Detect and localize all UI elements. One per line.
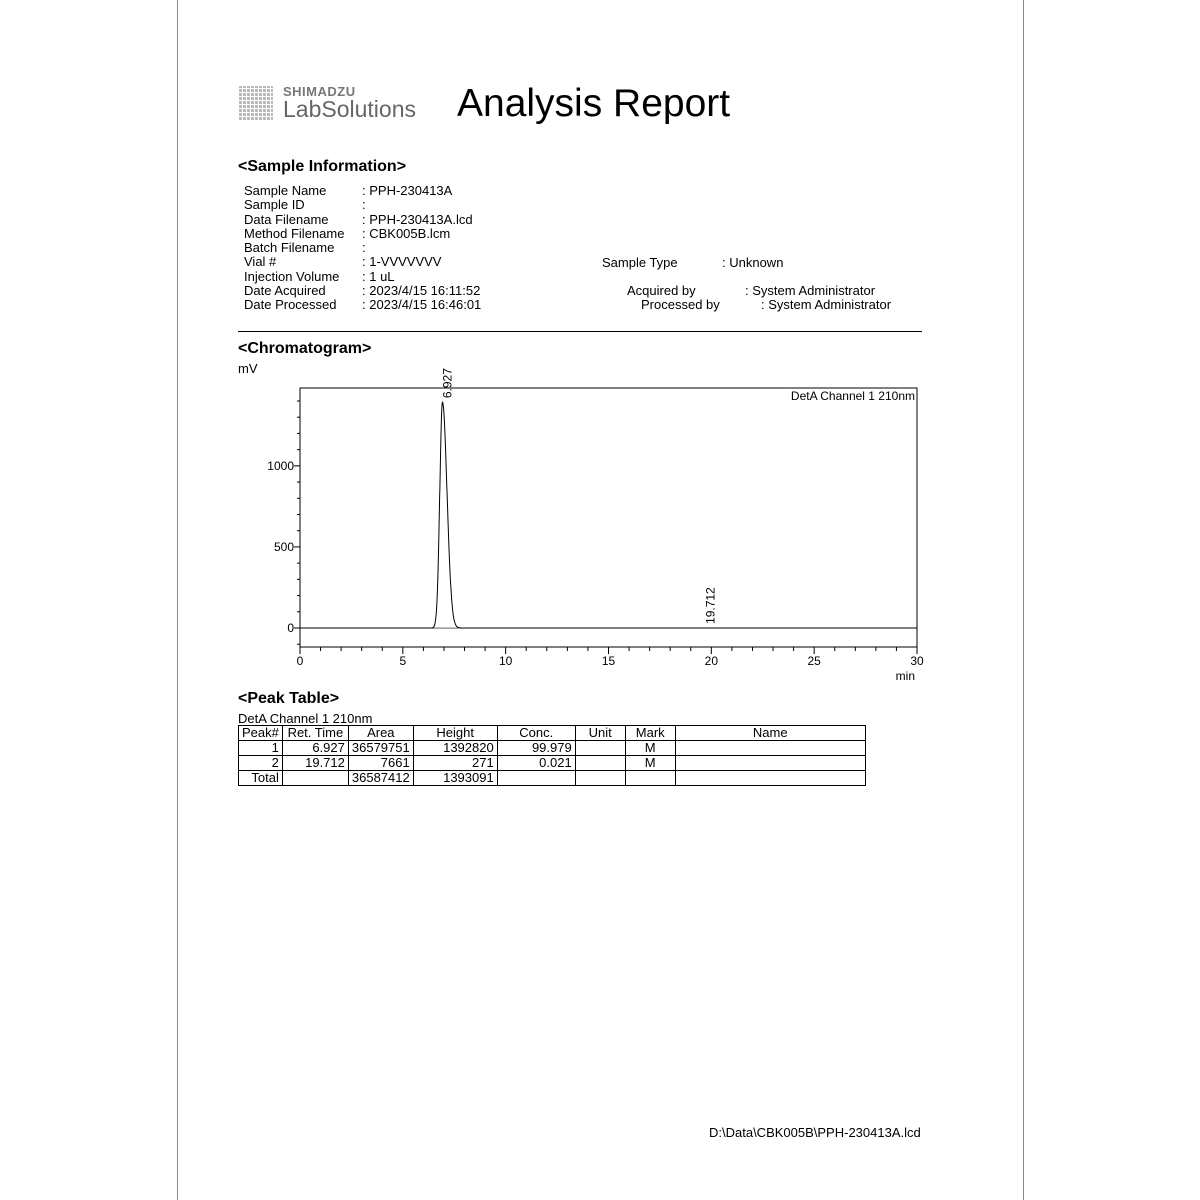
table-cell [674,770,866,786]
table-cell: 1393091 [412,770,498,786]
table-cell [574,770,626,786]
table-cell: 1 [238,740,283,756]
table-cell [574,755,626,771]
y-axis-unit: mV [238,361,258,376]
y-tick-label: 0 [287,621,294,635]
sample-info-value: : CBK005B.lcm [362,225,451,241]
file-path: D:\Data\CBK005B\PPH-230413A.lcd [709,1125,921,1140]
sample-info-value: : 2023/4/15 16:46:01 [362,297,482,313]
table-cell: Name [674,725,866,741]
sample-info-labels: Sample Name Sample ID Data Filename Method … [244,183,345,313]
table-cell [496,770,576,786]
sample-info-value: : 2023/4/15 16:11:52 [362,283,481,299]
sample-info-heading: <Sample Information> [238,158,407,175]
sample-type-value: : Unknown [722,255,784,270]
table-cell: 36579751 [347,740,414,756]
table-cell: 19.712 [281,755,349,771]
table-cell [281,770,349,786]
table-cell: Total [238,770,283,786]
logo-grid-icon [239,86,273,120]
table-cell: M [624,755,676,771]
acquired-by-label: Acquired by [627,283,696,298]
sample-info-label: Vial # [244,254,277,270]
acquired-by-value: : System Administrator [745,283,876,298]
sample-info-label: Method Filename [244,225,345,241]
x-tick-label: 25 [807,654,821,668]
sample-info-values: : PPH-230413A:: PPH-230413A.lcd: CBK005B… [362,183,482,313]
table-cell: M [624,740,676,756]
table-cell: Ret. Time [281,725,349,741]
x-tick-label: 30 [910,654,924,668]
table-row: Total 36587412 1393091 [238,770,866,786]
table-cell: Peak# [238,725,283,741]
table-cell: 7661 [347,755,414,771]
sample-info-label: Sample Name [244,183,327,198]
x-tick-label: 0 [297,654,304,668]
table-cell: Area [347,725,414,741]
table-cell: Mark [624,725,676,741]
x-tick-label: 20 [705,654,719,668]
table-cell [674,755,866,771]
sample-info-label: Date Processed [244,297,337,313]
processed-by-value: : System Administrator [761,297,892,312]
sample-info-value: : 1-VVVVVVV [362,254,442,270]
x-tick-label: 10 [499,654,513,668]
table-cell: 1392820 [412,740,498,756]
chromatogram-trace [300,401,917,629]
sample-info-label: Batch Filename [244,240,335,256]
page-left-edge [177,0,178,1200]
table-cell: 271 [412,755,498,771]
sample-info-value: : PPH-230413A.lcd [362,211,473,227]
page-right-edge [1023,0,1024,1200]
x-tick-label: 15 [602,654,616,668]
x-tick-label: 5 [399,654,406,668]
plot-frame [299,387,918,648]
table-cell [574,740,626,756]
table-cell: 36587412 [347,770,414,786]
sample-info-value: : 1 uL [362,268,395,284]
peak-table-channel: DetA Channel 1 210nm [238,711,373,726]
sample-type-label: Sample Type [602,255,678,270]
sample-info-value: : [362,240,366,256]
chromatogram-heading: <Chromatogram> [238,340,372,357]
table-row: 1 6.927 36579751 1392820 99.979 M [238,740,866,756]
sample-info-label: Date Acquired [244,283,326,299]
table-header: Peak# Ret. Time Area Height Conc. Unit Mark Nam… [238,725,866,741]
table-cell: Unit [574,725,626,741]
brand-company: SHIMADZU [283,84,356,99]
x-axis-label: min [896,669,915,683]
peak-table-heading: <Peak Table> [238,690,340,707]
legend-label: DetA Channel 1 210nm [791,389,915,403]
sample-info-label: Sample ID [244,197,305,213]
divider [238,331,922,332]
y-tick-label: 1000 [267,459,294,473]
sample-info-value: : PPH-230413A [362,183,453,198]
table-cell [624,770,676,786]
peak-label: 6.927 [440,368,454,398]
processed-by-label: Processed by [641,297,720,312]
sample-info-value: : [362,197,366,213]
table-cell [674,740,866,756]
sample-info-label: Injection Volume [244,268,340,284]
brand-product: LabSolutions [283,96,416,122]
table-row: 2 19.712 7661 271 0.021 M [238,755,866,771]
y-tick-label: 500 [274,540,294,554]
table-cell: 2 [238,755,283,771]
peak-label: 19.712 [703,587,717,624]
table-cell: 99.979 [496,740,576,756]
page-title: Analysis Report [457,82,731,125]
sample-info-label: Data Filename [244,211,329,227]
table-cell: 0.021 [496,755,576,771]
peak-table: Peak# Ret. Time Area Height Conc. Unit Mark Nam… [238,725,866,786]
table-cell: Height [412,725,498,741]
table-cell: 6.927 [281,740,349,756]
table-cell: Conc. [496,725,576,741]
